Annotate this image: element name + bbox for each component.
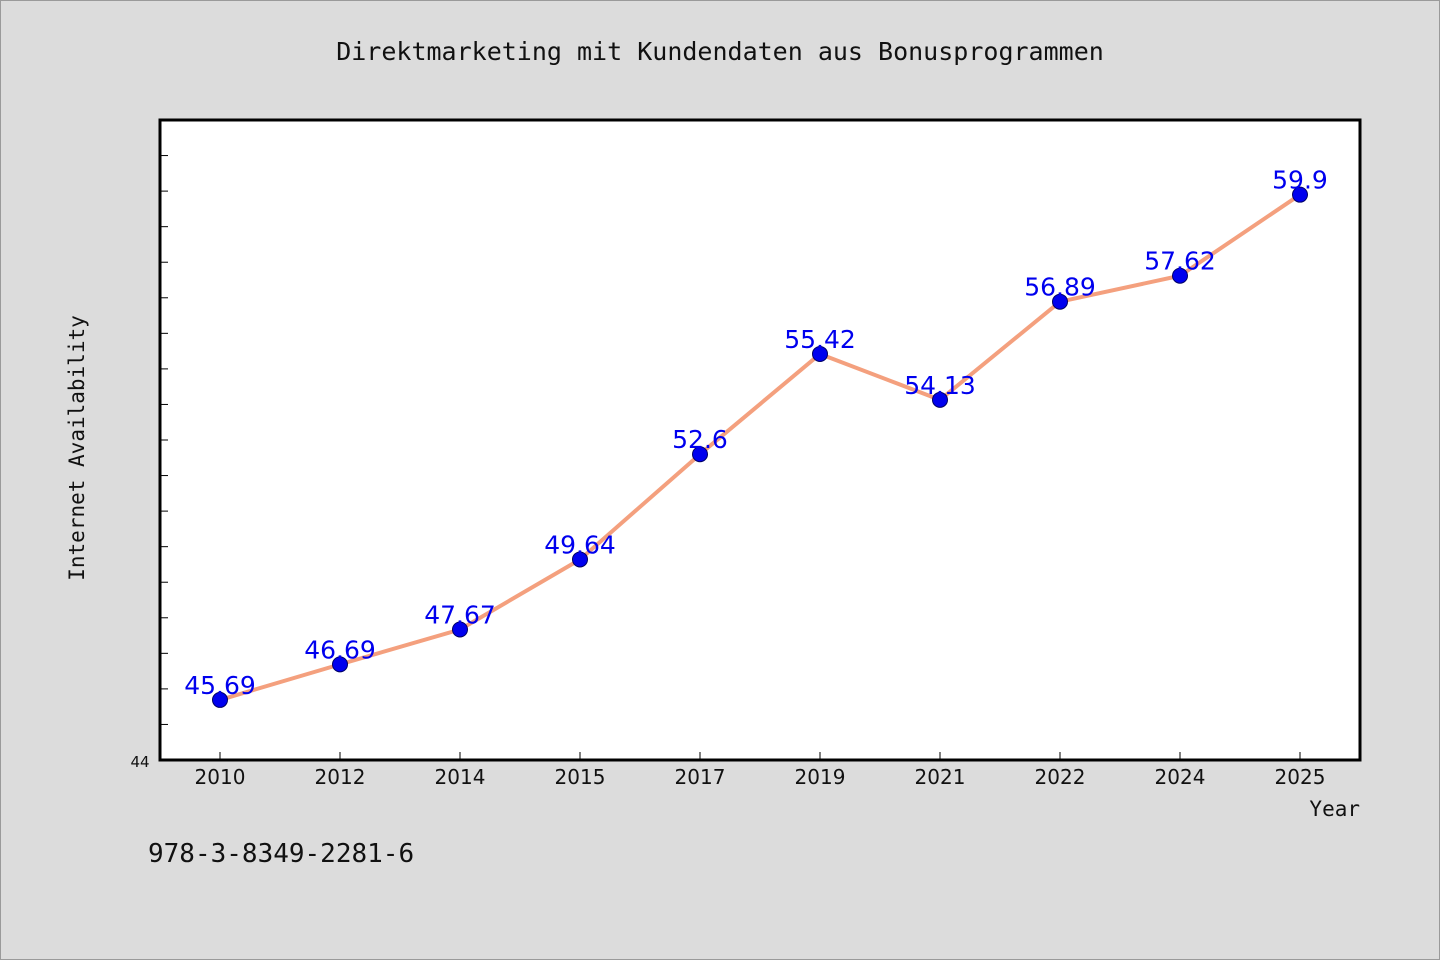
- data-point: [212, 691, 228, 708]
- plot-area: [160, 120, 1360, 760]
- data-label: 49.64: [544, 530, 616, 559]
- data-label: 46.69: [304, 635, 376, 664]
- data-label: 47.67: [424, 601, 496, 630]
- data-label: 45.69: [184, 671, 256, 700]
- x-tick-label: 2024: [1155, 765, 1206, 789]
- isbn-text: 978-3-8349-2281-6: [148, 839, 414, 869]
- data-label: 52.6: [672, 425, 728, 454]
- data-point: [812, 345, 828, 362]
- series-markers: [212, 186, 1308, 708]
- x-tick-label: 2017: [675, 765, 726, 789]
- x-axis-label: Year: [1309, 797, 1360, 821]
- data-label: 57.62: [1144, 247, 1216, 276]
- x-tick-label: 2022: [1035, 765, 1086, 789]
- x-tick-label: 2025: [1275, 765, 1326, 789]
- data-label: 59.9: [1272, 166, 1328, 195]
- data-point: [1172, 267, 1188, 284]
- x-tick-label: 2014: [435, 765, 486, 789]
- x-axis-tick-labels: 2010 2012 2014 2015 2017 2019 2021 2022 2024 2025: [195, 765, 1326, 789]
- y-axis-label: Internet Availability: [65, 315, 89, 581]
- data-label: 54.13: [904, 371, 976, 400]
- data-label: 56.89: [1024, 273, 1096, 302]
- data-point: [452, 621, 468, 638]
- data-labels: 45.69 46.69 47.67 49.64 52.6 55.42 54.13 56.89 5…: [184, 166, 1328, 700]
- data-point: [1292, 186, 1308, 203]
- plot-border: [158, 118, 1362, 762]
- series-line-group: [218, 192, 1302, 702]
- x-tick-label: 2019: [795, 765, 846, 789]
- data-point: [932, 391, 948, 408]
- chart-title: Direktmarketing mit Kundendaten aus Bonu…: [336, 37, 1104, 66]
- data-point: [572, 551, 588, 568]
- data-point: [692, 446, 708, 463]
- data-point: [1052, 293, 1068, 310]
- x-tick-label: 2012: [315, 765, 366, 789]
- x-tick-label: 2010: [195, 765, 246, 789]
- x-tick-label: 2021: [915, 765, 966, 789]
- data-point: [332, 656, 348, 673]
- x-tick-label: 2015: [555, 765, 606, 789]
- series-line: [218, 192, 1302, 702]
- data-label: 55.42: [784, 325, 856, 354]
- y-axis-min-label: 44: [130, 753, 149, 771]
